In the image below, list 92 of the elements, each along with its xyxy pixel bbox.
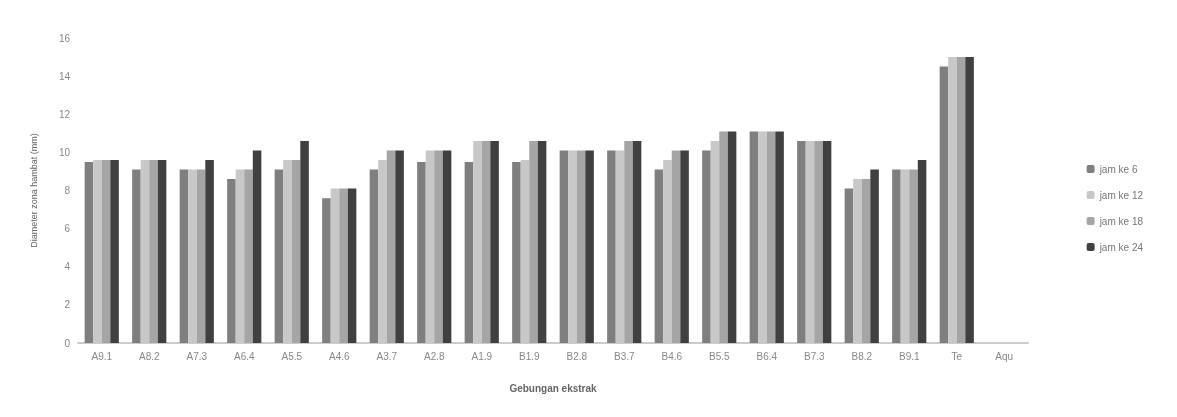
y-tick-label: 12 xyxy=(58,108,71,120)
y-tick-label: 10 xyxy=(58,146,71,158)
x-tick-label: B1.9 xyxy=(518,350,540,362)
bar xyxy=(300,140,309,343)
x-tick-label: B3.7 xyxy=(613,350,635,362)
bar xyxy=(680,150,689,343)
bar xyxy=(291,160,301,343)
x-tick-label: B6.4 xyxy=(756,350,778,362)
bar xyxy=(576,150,586,343)
bar xyxy=(775,131,784,343)
x-tick-label: A2.8 xyxy=(423,350,445,362)
bar xyxy=(607,150,616,343)
bar xyxy=(196,169,206,343)
y-tick-label: 0 xyxy=(64,337,71,349)
bar xyxy=(386,150,396,343)
bar xyxy=(434,150,443,343)
bar xyxy=(624,140,633,343)
bar xyxy=(870,169,879,343)
x-tick-label: Te xyxy=(951,350,963,362)
legend-label: jam ke 12 xyxy=(1098,189,1144,201)
bar xyxy=(702,150,711,343)
x-tick-label: Aqu xyxy=(995,350,1014,362)
bar xyxy=(719,131,728,343)
bar xyxy=(956,57,966,343)
y-tick-label: 6 xyxy=(64,223,71,235)
bar xyxy=(205,160,214,343)
bar xyxy=(632,140,642,343)
bar xyxy=(917,160,927,343)
y-tick-label: 4 xyxy=(64,261,71,273)
x-tick-label: B2.8 xyxy=(566,350,588,362)
bar xyxy=(274,169,284,343)
y-tick-label: 16 xyxy=(58,32,71,44)
bar xyxy=(252,150,262,343)
y-tick-label: 2 xyxy=(64,299,71,311)
bar xyxy=(797,140,806,343)
bar xyxy=(892,169,901,343)
bar xyxy=(347,188,357,343)
legend-label: jam ke 18 xyxy=(1098,215,1144,227)
x-tick-label: A3.7 xyxy=(376,350,398,362)
bar xyxy=(442,150,452,343)
x-tick-label: A6.4 xyxy=(233,350,255,362)
y-tick-label: 8 xyxy=(64,185,71,196)
y-tick-label: 14 xyxy=(58,70,71,82)
x-tick-label: B8.2 xyxy=(851,350,873,362)
x-tick-label: B5.5 xyxy=(708,350,730,362)
bar xyxy=(395,150,404,343)
y-axis-title: Diameter zona hambat (mm) xyxy=(28,133,39,248)
bar xyxy=(822,140,832,343)
bar xyxy=(585,150,594,343)
bar xyxy=(110,160,119,343)
bar xyxy=(417,161,426,343)
bar xyxy=(490,140,499,343)
bar xyxy=(244,169,253,343)
x-tick-label: A8.2 xyxy=(138,350,160,362)
x-tick-label: A5.5 xyxy=(281,350,303,362)
x-tick-label: A9.1 xyxy=(91,350,113,362)
bar xyxy=(529,140,538,343)
bar xyxy=(559,150,569,343)
bar xyxy=(909,169,918,343)
bar xyxy=(814,140,823,343)
bar xyxy=(464,161,474,343)
x-tick-label: A7.3 xyxy=(186,350,208,362)
bar xyxy=(101,160,111,343)
bar xyxy=(939,66,949,343)
bar xyxy=(227,179,236,343)
bar xyxy=(157,160,167,343)
legend-label: jam ke 6 xyxy=(1098,163,1138,175)
bar xyxy=(671,150,681,343)
bar xyxy=(965,57,974,343)
bar xyxy=(322,198,331,343)
bar xyxy=(727,131,737,343)
legend-label: jam ke 24 xyxy=(1098,241,1144,253)
bar xyxy=(766,131,776,343)
x-tick-label: A4.6 xyxy=(328,350,350,362)
bar xyxy=(844,188,854,343)
bar xyxy=(369,169,379,343)
bar xyxy=(861,179,871,343)
bar xyxy=(654,169,664,343)
bar xyxy=(149,160,158,343)
x-tick-label: A1.9 xyxy=(471,350,493,362)
bar xyxy=(84,161,94,343)
bar xyxy=(512,161,521,343)
bar xyxy=(481,140,491,343)
bar xyxy=(537,140,547,343)
bar xyxy=(749,131,759,343)
bar xyxy=(339,188,348,343)
x-tick-label: B9.1 xyxy=(898,350,920,362)
x-tick-label: B7.3 xyxy=(803,350,825,362)
bar xyxy=(132,169,141,343)
x-tick-label: B4.6 xyxy=(661,350,683,362)
x-axis-title: Gebungan ekstrak xyxy=(509,382,598,394)
bar xyxy=(179,169,189,343)
